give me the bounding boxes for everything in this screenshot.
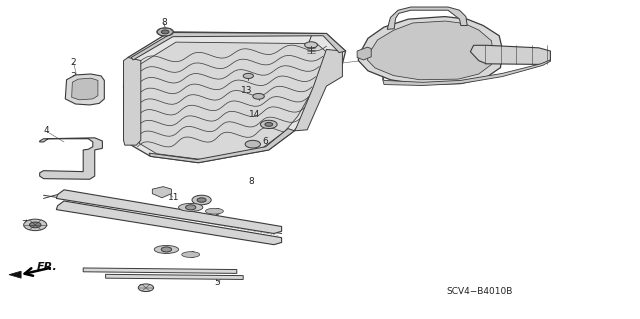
Polygon shape <box>358 17 502 85</box>
Text: 8: 8 <box>248 177 253 186</box>
Text: 2: 2 <box>71 58 76 67</box>
Polygon shape <box>294 49 342 131</box>
Circle shape <box>260 120 277 129</box>
Polygon shape <box>367 21 493 80</box>
Text: 14: 14 <box>249 110 260 119</box>
Polygon shape <box>106 274 243 279</box>
Circle shape <box>265 122 273 126</box>
Text: 7: 7 <box>138 284 143 293</box>
Circle shape <box>243 73 253 78</box>
Ellipse shape <box>154 246 179 253</box>
Ellipse shape <box>179 204 203 211</box>
Circle shape <box>161 247 172 252</box>
Polygon shape <box>387 7 467 29</box>
Polygon shape <box>65 74 104 105</box>
Circle shape <box>305 42 317 48</box>
Polygon shape <box>56 201 282 245</box>
Polygon shape <box>131 33 346 60</box>
Ellipse shape <box>182 252 200 257</box>
Polygon shape <box>470 45 550 64</box>
Polygon shape <box>383 60 550 85</box>
Circle shape <box>245 140 260 148</box>
Text: 10: 10 <box>189 203 201 212</box>
Text: FR.: FR. <box>36 262 57 272</box>
Ellipse shape <box>205 208 223 214</box>
Circle shape <box>197 198 206 202</box>
Text: 13: 13 <box>241 86 252 95</box>
Circle shape <box>138 284 154 292</box>
Polygon shape <box>152 187 172 198</box>
Circle shape <box>192 195 211 205</box>
Polygon shape <box>56 190 282 234</box>
Polygon shape <box>124 32 346 163</box>
Text: 8: 8 <box>161 18 166 27</box>
Circle shape <box>29 222 41 228</box>
Circle shape <box>186 205 196 210</box>
Text: 9: 9 <box>189 251 195 260</box>
Text: SCV4−B4010B: SCV4−B4010B <box>447 287 513 296</box>
Text: 3: 3 <box>71 72 76 81</box>
Text: 11: 11 <box>168 193 180 202</box>
Text: 1: 1 <box>196 195 201 204</box>
Polygon shape <box>124 57 141 145</box>
Polygon shape <box>9 271 21 278</box>
Text: 9: 9 <box>215 208 220 217</box>
Text: 6: 6 <box>262 137 268 146</box>
Circle shape <box>161 30 169 34</box>
Polygon shape <box>132 42 333 160</box>
Text: 5: 5 <box>215 278 220 287</box>
Circle shape <box>253 93 264 99</box>
Polygon shape <box>83 268 237 273</box>
Circle shape <box>24 219 47 231</box>
Polygon shape <box>40 138 102 179</box>
Polygon shape <box>149 129 294 163</box>
Text: 4: 4 <box>44 126 49 135</box>
Polygon shape <box>72 78 98 100</box>
Circle shape <box>157 28 173 36</box>
Text: 10: 10 <box>164 246 175 255</box>
Text: 7: 7 <box>307 35 312 44</box>
Polygon shape <box>357 47 371 60</box>
Text: 7: 7 <box>22 220 27 229</box>
